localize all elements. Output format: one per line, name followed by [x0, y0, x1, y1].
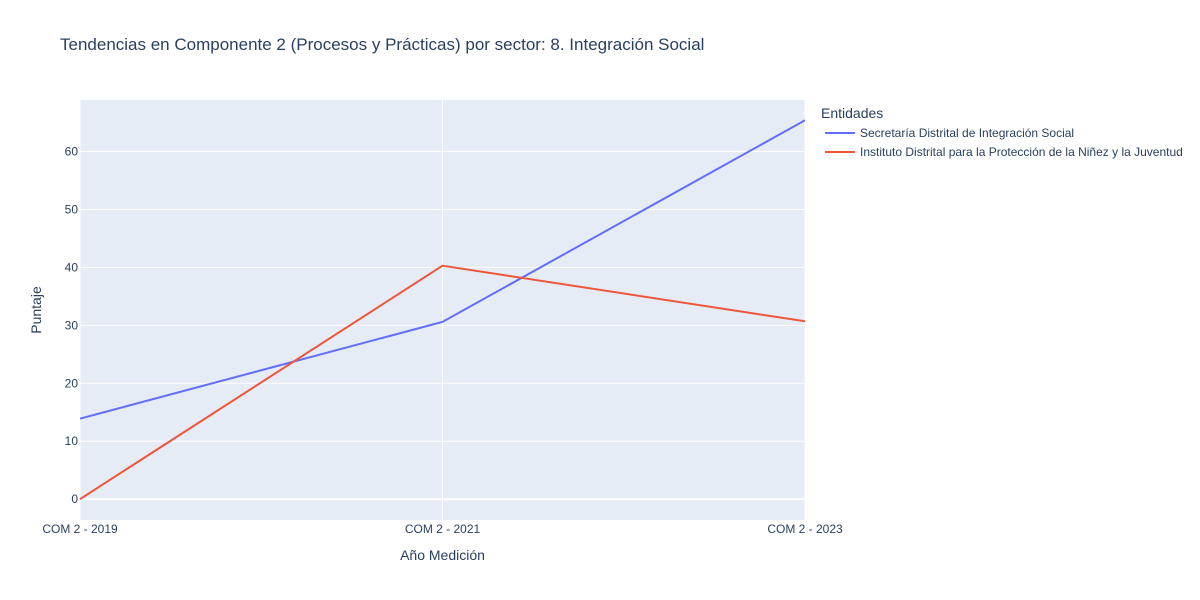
y-tick-label: 60 — [65, 145, 79, 159]
series-lines — [80, 119, 805, 500]
x-tick-label: COM 2 - 2023 — [767, 522, 843, 536]
y-axis-ticks: 0 10 20 30 40 50 60 — [65, 145, 79, 507]
legend-label: Instituto Distrital para la Protección d… — [860, 145, 1183, 159]
y-tick-label: 30 — [65, 318, 79, 332]
y-tick-label: 20 — [65, 376, 79, 390]
legend-label: Secretaría Distrital de Integración Soci… — [860, 126, 1074, 140]
y-axis-title: Puntaje — [28, 286, 44, 334]
chart-title: Tendencias en Componente 2 (Procesos y P… — [60, 35, 704, 54]
legend-item-1[interactable]: Secretaría Distrital de Integración Soci… — [825, 126, 1074, 140]
x-axis-title: Año Medición — [400, 547, 485, 563]
y-tick-label: 10 — [65, 434, 79, 448]
legend-items[interactable]: Secretaría Distrital de Integración Soci… — [825, 126, 1183, 159]
series-line-2[interactable] — [80, 264, 805, 500]
y-tick-label: 0 — [71, 492, 78, 506]
series-line-1[interactable] — [80, 119, 805, 420]
y-tick-label: 40 — [65, 260, 79, 274]
x-axis-ticks: COM 2 - 2019 COM 2 - 2021 COM 2 - 2023 — [42, 522, 843, 536]
legend[interactable]: Entidades Secretaría Distrital de Integr… — [821, 105, 1183, 159]
x-tick-label: COM 2 - 2021 — [405, 522, 481, 536]
y-tick-label: 50 — [65, 202, 79, 216]
x-tick-label: COM 2 - 2019 — [42, 522, 118, 536]
legend-title: Entidades — [821, 105, 883, 121]
gridlines — [79, 100, 806, 520]
legend-item-2[interactable]: Instituto Distrital para la Protección d… — [825, 145, 1183, 159]
